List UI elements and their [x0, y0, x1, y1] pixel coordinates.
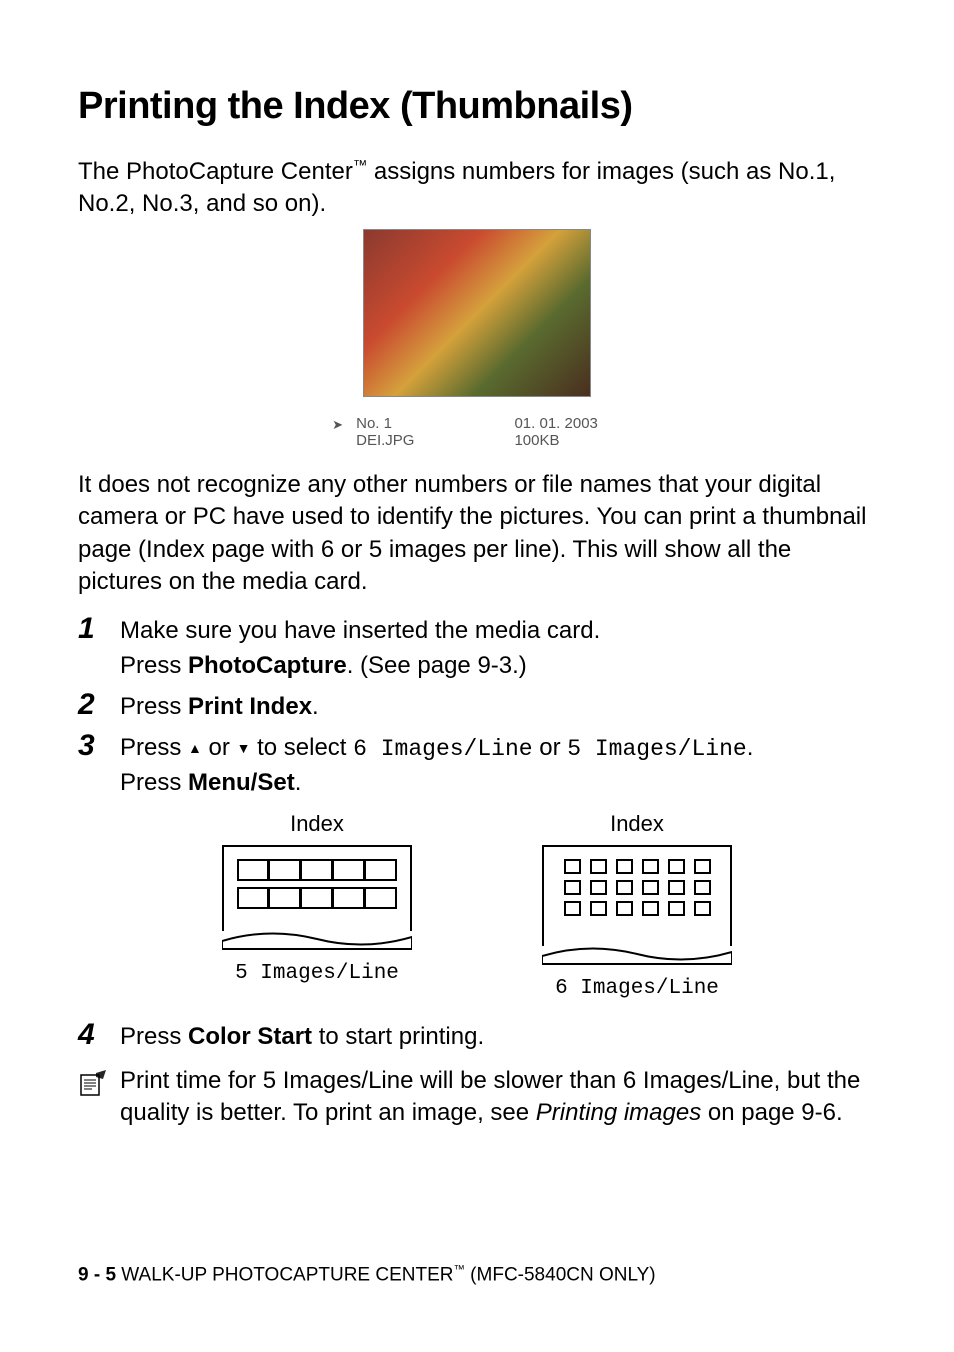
- up-arrow-icon: ▲: [188, 740, 202, 756]
- paragraph-2: It does not recognize any other numbers …: [78, 469, 876, 599]
- thumb-filename: DEI.JPG: [356, 432, 414, 449]
- step3-a: Press: [120, 734, 188, 761]
- diagram-left-title: Index: [222, 811, 412, 837]
- torn-edge-icon: [222, 931, 412, 949]
- arrow-right-icon: ➤: [332, 417, 343, 433]
- step3-or: or: [202, 734, 237, 761]
- torn-edge-icon: [542, 946, 732, 964]
- step-number-1: 1: [78, 612, 120, 646]
- note-block: Print time for 5 Images/Line will be slo…: [78, 1065, 876, 1130]
- diagram-left-caption: 5 Images/Line: [222, 962, 412, 985]
- intro-paragraph: The PhotoCapture Center™ assigns numbers…: [78, 156, 876, 221]
- step3-opt2-mono: 5 Images/Line: [567, 736, 746, 762]
- diagram-right-title: Index: [542, 811, 732, 837]
- thumbnail-example: ➤ No. 1 DEI.JPG 01. 01. 2003 100KB: [78, 229, 876, 449]
- thumb-number: No. 1: [356, 415, 392, 432]
- footer-trademark: ™: [454, 1264, 465, 1276]
- step3-menuset-bold: Menu/Set: [188, 769, 295, 796]
- step3-l2-c: .: [295, 769, 302, 796]
- step-number-4: 4: [78, 1018, 120, 1052]
- diagram-5-per-line: Index 5 Images/Line: [222, 811, 412, 1000]
- step2-c: .: [312, 693, 319, 720]
- sheet-6: [542, 845, 732, 965]
- thumb-date: 01. 01. 2003: [514, 415, 597, 432]
- step1-line1: Make sure you have inserted the media ca…: [120, 614, 876, 649]
- down-arrow-icon: ▼: [237, 740, 251, 756]
- step-1: 1 Make sure you have inserted the media …: [78, 612, 876, 684]
- step-4: 4 Press Color Start to start printing.: [78, 1018, 876, 1055]
- page-footer: 9 - 5 WALK-UP PHOTOCAPTURE CENTER™ (MFC-…: [78, 1264, 656, 1286]
- sheet-5: [222, 845, 412, 950]
- footer-page-number: 9 - 5: [78, 1264, 116, 1285]
- step3-b: to select: [250, 734, 353, 761]
- thumb-filesize: 100KB: [514, 432, 559, 449]
- step4-a: Press: [120, 1023, 188, 1050]
- diagram-6-per-line: Index 6 Images/Line: [542, 811, 732, 1000]
- step1-l2-c: . (See page 9-3.): [347, 652, 527, 679]
- diagram-right-caption: 6 Images/Line: [542, 977, 732, 1000]
- footer-text-2: (MFC-5840CN ONLY): [465, 1264, 656, 1285]
- step2-printindex-bold: Print Index: [188, 693, 312, 720]
- step1-photocapture-bold: PhotoCapture: [188, 652, 347, 679]
- step1-l2-a: Press: [120, 652, 188, 679]
- index-diagrams: Index 5 Images/Line Index 6 Images/Line: [78, 811, 876, 1000]
- step3-mid: or: [533, 734, 568, 761]
- step4-c: to start printing.: [312, 1023, 484, 1050]
- note-text: Print time for 5 Images/Line will be slo…: [120, 1065, 876, 1130]
- step3-l2-a: Press: [120, 769, 188, 796]
- page-heading: Printing the Index (Thumbnails): [78, 85, 876, 128]
- step2-a: Press: [120, 693, 188, 720]
- step1-line2: Press PhotoCapture. (See page 9-3.): [120, 649, 876, 684]
- step3-line1: Press ▲ or ▼ to select 6 Images/Line or …: [120, 731, 876, 766]
- intro-text-1: The PhotoCapture Center: [78, 158, 353, 185]
- step-number-2: 2: [78, 688, 120, 722]
- step-2: 2 Press Print Index.: [78, 688, 876, 725]
- step-number-3: 3: [78, 729, 120, 763]
- footer-text-1: WALK-UP PHOTOCAPTURE CENTER: [116, 1264, 453, 1285]
- sample-photo: [363, 229, 591, 397]
- thumbnail-metadata: ➤ No. 1 DEI.JPG 01. 01. 2003 100KB: [78, 415, 876, 449]
- steps-list: 1 Make sure you have inserted the media …: [78, 612, 876, 1054]
- note-part2: on page 9-6.: [701, 1099, 842, 1126]
- note-reference-italic: Printing images: [536, 1099, 701, 1126]
- step3-opt1-mono: 6 Images/Line: [353, 736, 532, 762]
- step-3: 3 Press ▲ or ▼ to select 6 Images/Line o…: [78, 729, 876, 801]
- trademark-symbol: ™: [353, 158, 367, 174]
- step4-colorstart-bold: Color Start: [188, 1023, 312, 1050]
- note-icon: [78, 1065, 120, 1104]
- step3-end: .: [747, 734, 754, 761]
- step3-line2: Press Menu/Set.: [120, 766, 876, 801]
